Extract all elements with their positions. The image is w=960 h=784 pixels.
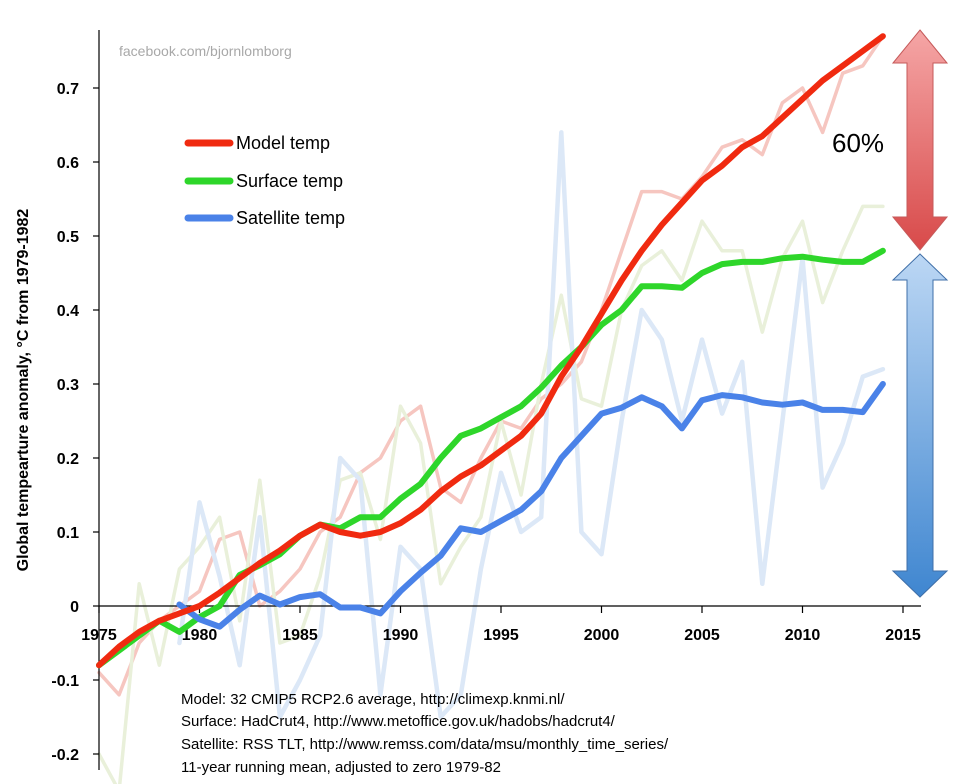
watermark: facebook.com/bjornlomborg <box>119 43 292 59</box>
y-tick-label: -0.1 <box>51 673 79 690</box>
source-notes: Model: 32 CMIP5 RCP2.6 average, http://c… <box>181 691 669 776</box>
y-axis-title: Global tempearture anomaly, °C from 1979… <box>15 209 32 572</box>
satellite-temp-line <box>176 381 886 630</box>
legend-label-model: Model temp <box>236 133 330 153</box>
axes: -0.2 -0.1 0 0.1 0.2 0.3 0.4 0.5 0.6 0.7 1975 1980 19… <box>51 30 921 770</box>
x-tick-label: 2005 <box>684 627 720 644</box>
running-mean-series-group <box>96 33 886 669</box>
x-tick-label: 2000 <box>584 627 620 644</box>
x-tick-label: 1995 <box>483 627 519 644</box>
x-tick-label: 1990 <box>383 627 419 644</box>
y-tick-label: 0.1 <box>57 525 79 542</box>
y-tick-label: 0.4 <box>57 303 79 320</box>
y-tick-label: -0.2 <box>51 747 79 764</box>
x-tick-label: 2015 <box>885 627 921 644</box>
blue-double-arrow <box>891 253 949 598</box>
note-model: Model: 32 CMIP5 RCP2.6 average, http://c… <box>181 691 565 708</box>
x-tick-label: 1985 <box>282 627 318 644</box>
legend: Model temp Surface temp Satellite temp <box>184 133 345 228</box>
annual-series-group <box>97 34 886 784</box>
x-tick-label: 1975 <box>81 627 117 644</box>
note-satellite: Satellite: RSS TLT, http://www.remss.com… <box>181 736 669 753</box>
model-annual-line <box>97 34 885 697</box>
note-method: 11-year running mean, adjusted to zero 1… <box>181 759 501 776</box>
y-tick-label: 0.6 <box>57 155 79 172</box>
legend-label-satellite: Satellite temp <box>236 208 345 228</box>
satellite-annual-line <box>177 130 886 720</box>
y-tick-label: 0.2 <box>57 451 79 468</box>
percent-label: 60% <box>832 128 884 158</box>
y-tick-label: 0.3 <box>57 377 79 394</box>
red-double-arrow <box>891 29 949 251</box>
note-surface: Surface: HadCrut4, http://www.metoffice.… <box>181 713 616 730</box>
y-tick-label: 0 <box>70 599 79 616</box>
y-tick-label: 0.5 <box>57 229 79 246</box>
x-tick-label: 1980 <box>182 627 218 644</box>
y-tick-label: 0.7 <box>57 81 79 98</box>
legend-label-surface: Surface temp <box>236 171 343 191</box>
surface-annual-line <box>97 204 885 784</box>
model-temp-line <box>96 33 886 669</box>
surface-temp-line <box>96 247 886 669</box>
x-tick-label: 2010 <box>785 627 821 644</box>
